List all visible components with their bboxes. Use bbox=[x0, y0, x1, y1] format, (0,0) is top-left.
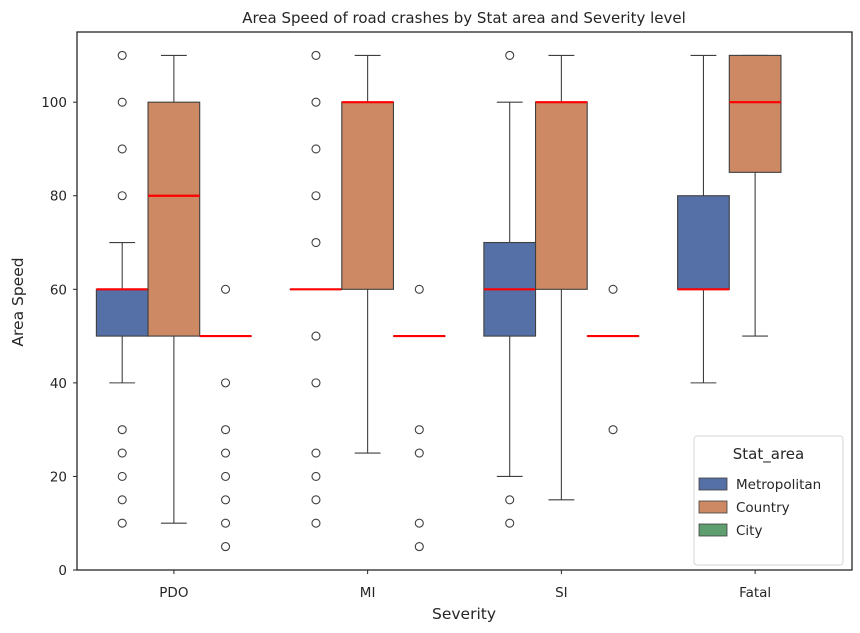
outlier-point bbox=[220, 425, 231, 435]
outlier-point bbox=[117, 448, 127, 458]
outlier-point bbox=[414, 518, 424, 528]
outlier-point bbox=[117, 50, 127, 60]
legend-swatch bbox=[698, 523, 728, 537]
legend-swatch bbox=[698, 500, 728, 514]
outlier-point bbox=[311, 237, 321, 248]
plot-frame bbox=[76, 31, 853, 571]
outlier-point bbox=[220, 495, 231, 505]
outlier-point bbox=[117, 471, 127, 481]
axes: 0 20 40 60 80 100 PDO MI SI Fatal bbox=[41, 31, 853, 601]
outlier-point bbox=[505, 50, 515, 60]
x-tick-label: SI bbox=[555, 585, 568, 601]
outlier-point bbox=[220, 448, 231, 458]
outlier-point bbox=[414, 448, 424, 458]
outlier-point bbox=[117, 97, 127, 107]
legend-entry-label: Metropolitan bbox=[736, 477, 821, 493]
outlier-point bbox=[311, 144, 321, 154]
outlier-point bbox=[117, 191, 127, 201]
y-tick-label: 40 bbox=[50, 376, 67, 392]
legend-swatch bbox=[698, 477, 728, 491]
chart-title: Area Speed of road crashes by Stat area … bbox=[242, 9, 686, 27]
outlier-point bbox=[117, 518, 127, 528]
outlier-point bbox=[311, 518, 321, 528]
outlier-point bbox=[117, 144, 127, 154]
box bbox=[341, 101, 395, 290]
x-tick-label: Fatal bbox=[739, 585, 771, 601]
outlier-point bbox=[220, 378, 231, 388]
legend-entry-label: Country bbox=[736, 500, 790, 516]
outlier-point bbox=[311, 331, 321, 341]
outlier-point bbox=[311, 448, 321, 458]
outlier-point bbox=[117, 425, 127, 435]
outlier-point bbox=[505, 518, 515, 528]
box bbox=[95, 288, 149, 337]
outlier-point bbox=[414, 425, 424, 435]
outlier-point bbox=[220, 518, 231, 528]
outlier-point bbox=[608, 284, 618, 294]
y-tick-label: 0 bbox=[58, 563, 67, 579]
box bbox=[677, 195, 730, 290]
box bbox=[728, 54, 782, 173]
y-tick-label: 100 bbox=[41, 95, 67, 111]
y-tick-label: 60 bbox=[50, 282, 67, 298]
outlier-point bbox=[311, 191, 321, 201]
legend-entry-label: City bbox=[736, 523, 762, 539]
outlier-point bbox=[311, 97, 321, 107]
y-tick-label: 20 bbox=[50, 469, 67, 485]
outlier-point bbox=[414, 542, 424, 552]
outlier-point bbox=[311, 378, 321, 388]
x-axis-label: Severity bbox=[432, 605, 496, 623]
legend-title: Stat_area bbox=[733, 445, 804, 464]
x-tick-label: PDO bbox=[159, 585, 188, 601]
outlier-point bbox=[414, 284, 424, 294]
outlier-point bbox=[220, 284, 231, 294]
outlier-point bbox=[220, 471, 231, 481]
plot-area bbox=[95, 50, 782, 552]
y-tick-label: 80 bbox=[50, 189, 67, 205]
legend: Stat_area Metropolitan Country City bbox=[693, 435, 844, 566]
outlier-point bbox=[311, 50, 321, 60]
outlier-point bbox=[311, 471, 321, 481]
legend-frame bbox=[693, 435, 844, 566]
x-tick-label: MI bbox=[360, 585, 376, 601]
outlier-point bbox=[220, 542, 231, 552]
box bbox=[147, 101, 201, 337]
outlier-point bbox=[505, 495, 515, 505]
y-axis-label: Area Speed bbox=[9, 257, 27, 346]
outlier-point bbox=[608, 425, 618, 435]
outlier-point bbox=[311, 495, 321, 505]
outlier-point bbox=[117, 495, 127, 505]
box bbox=[534, 101, 588, 290]
